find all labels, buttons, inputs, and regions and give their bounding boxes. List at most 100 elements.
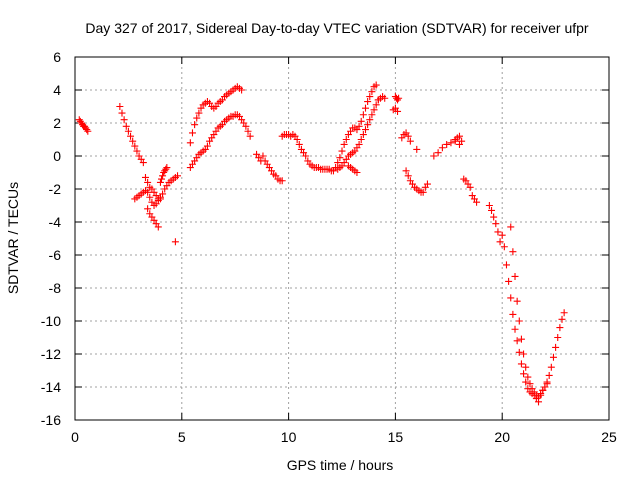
data-point [543, 380, 551, 388]
data-series [144, 205, 162, 231]
data-point [116, 103, 124, 110]
data-point [556, 324, 564, 332]
data-point [488, 206, 496, 214]
data-point [500, 243, 508, 251]
data-point [404, 132, 412, 140]
data-point [195, 109, 203, 117]
data-point [505, 277, 513, 285]
data-point [353, 169, 361, 176]
data-series [186, 83, 246, 147]
data-point [127, 132, 135, 140]
data-point [146, 193, 154, 201]
data-point [203, 142, 211, 150]
data-point [517, 335, 525, 343]
y-tick-label: 4 [53, 82, 61, 98]
y-axis-ticks: -16 -14 -12 -10 -8 -6 -4 -2 0 2 4 6 [41, 49, 609, 428]
data-series [334, 96, 382, 173]
data-points [75, 81, 568, 406]
data-point [355, 140, 363, 148]
data-point [455, 132, 463, 140]
data-point [509, 310, 517, 318]
data-point [278, 177, 286, 185]
data-point [359, 111, 367, 119]
data-series [141, 172, 182, 203]
data-point [364, 98, 372, 106]
data-point [144, 188, 152, 196]
data-point [188, 129, 196, 137]
data-point [443, 140, 451, 148]
data-series [374, 93, 389, 104]
data-point [159, 190, 167, 198]
data-point [171, 238, 179, 246]
data-point [372, 101, 380, 109]
x-tick-label: 5 [178, 429, 186, 445]
grid [75, 57, 609, 420]
x-tick-label: 25 [601, 429, 617, 445]
data-point [496, 238, 504, 246]
data-point [381, 94, 389, 102]
data-point [340, 140, 348, 148]
data-point [554, 334, 562, 341]
data-point [522, 363, 530, 371]
data-series [344, 162, 361, 176]
data-point [552, 343, 560, 351]
data-point [466, 183, 474, 191]
data-point [293, 136, 301, 143]
data-point [359, 131, 367, 139]
data-point [163, 164, 171, 172]
data-point [520, 350, 528, 358]
data-point [361, 126, 369, 134]
data-point [515, 317, 523, 325]
y-tick-label: 6 [53, 49, 61, 65]
data-point [186, 139, 194, 147]
data-point [394, 96, 402, 104]
data-point [473, 198, 481, 206]
data-point [342, 136, 350, 143]
data-point [357, 117, 365, 125]
y-tick-label: -8 [49, 280, 62, 296]
data-point [492, 220, 500, 228]
data-series [507, 223, 551, 401]
x-tick-label: 15 [388, 429, 404, 445]
y-tick-label: -16 [41, 412, 61, 428]
y-tick-label: -4 [49, 214, 62, 230]
data-point [191, 121, 199, 129]
data-point [364, 121, 372, 129]
data-point [139, 159, 147, 167]
data-point [458, 137, 466, 145]
data-point [238, 86, 246, 94]
data-point [244, 127, 252, 135]
data-point [511, 272, 519, 280]
data-point [447, 139, 455, 147]
x-tick-label: 0 [71, 429, 79, 445]
data-point [430, 152, 438, 160]
data-point [490, 213, 498, 221]
data-point [133, 147, 141, 155]
y-tick-label: -14 [41, 379, 61, 395]
y-tick-label: 2 [53, 115, 61, 131]
data-point [336, 154, 344, 162]
y-tick-label: -2 [49, 181, 62, 197]
data-point [193, 114, 201, 122]
data-series [485, 202, 568, 406]
data-series [253, 150, 286, 185]
data-point [129, 137, 137, 145]
data-point [526, 380, 534, 388]
y-axis-label: SDTVAR / TECUs [5, 182, 21, 294]
data-point [485, 202, 493, 209]
data-point [511, 325, 519, 333]
data-point [154, 223, 162, 231]
data-point [120, 116, 128, 124]
data-point [404, 172, 412, 180]
data-point [513, 297, 521, 305]
data-series [75, 116, 92, 135]
data-point [507, 223, 515, 231]
data-point [124, 127, 132, 135]
data-series [171, 238, 179, 246]
data-series [389, 104, 402, 115]
data-point [520, 370, 528, 378]
data-point [83, 126, 91, 134]
data-point [355, 122, 363, 130]
data-point [402, 167, 410, 175]
